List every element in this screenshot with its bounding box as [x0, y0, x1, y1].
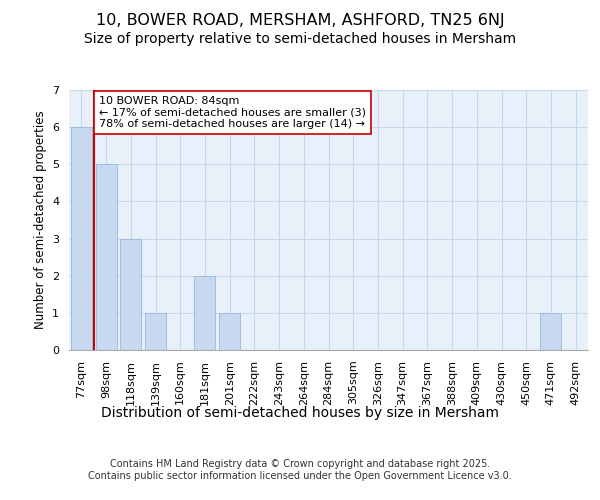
Text: Distribution of semi-detached houses by size in Mersham: Distribution of semi-detached houses by …: [101, 406, 499, 419]
Text: 10 BOWER ROAD: 84sqm
← 17% of semi-detached houses are smaller (3)
78% of semi-d: 10 BOWER ROAD: 84sqm ← 17% of semi-detac…: [98, 96, 365, 129]
Text: Size of property relative to semi-detached houses in Mersham: Size of property relative to semi-detach…: [84, 32, 516, 46]
Bar: [145, 313, 166, 350]
Bar: [95, 164, 116, 350]
Text: 10, BOWER ROAD, MERSHAM, ASHFORD, TN25 6NJ: 10, BOWER ROAD, MERSHAM, ASHFORD, TN25 6…: [95, 12, 505, 28]
Bar: [541, 313, 562, 350]
Bar: [194, 276, 215, 350]
Y-axis label: Number of semi-detached properties: Number of semi-detached properties: [34, 110, 47, 330]
Bar: [219, 313, 240, 350]
Bar: [71, 127, 92, 350]
Bar: [120, 238, 141, 350]
Text: Contains HM Land Registry data © Crown copyright and database right 2025.
Contai: Contains HM Land Registry data © Crown c…: [88, 459, 512, 481]
